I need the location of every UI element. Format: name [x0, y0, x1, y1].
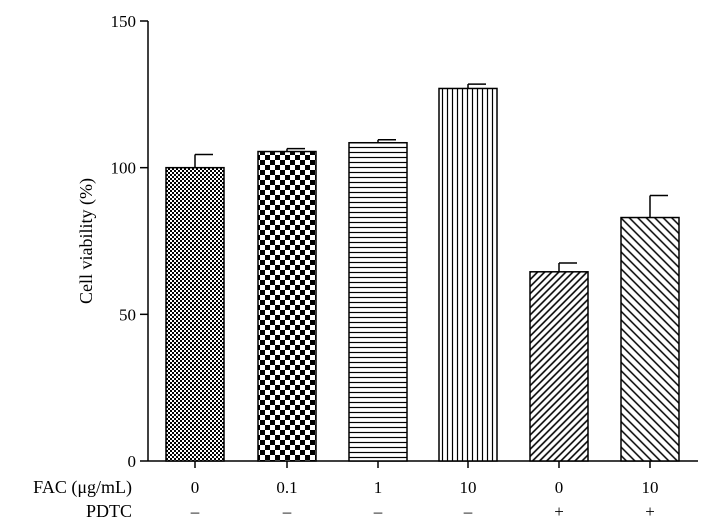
y-tick-label: 0	[128, 452, 137, 471]
pdtc-value: –	[282, 502, 292, 521]
x-tick-label: 0	[191, 478, 200, 497]
fac-row-label: FAC (μg/mL)	[33, 477, 132, 498]
x-tick-label: 10	[460, 478, 477, 497]
bar	[348, 141, 408, 462]
bar	[165, 166, 225, 462]
x-tick-label: 0	[555, 478, 564, 497]
pdtc-value: –	[463, 502, 473, 521]
pdtc-row-label: PDTC	[86, 501, 132, 521]
x-tick-label: 10	[642, 478, 659, 497]
y-tick-label: 50	[119, 305, 136, 324]
bar	[438, 87, 498, 462]
labels: 0 – 0.1 – 1 – 10 – 0 +10 +	[190, 478, 659, 521]
pdtc-value: –	[190, 502, 200, 521]
bar	[620, 216, 680, 462]
axes: 0 50 100 150	[111, 12, 698, 471]
y-tick-label: 150	[111, 12, 137, 31]
pdtc-value: –	[373, 502, 383, 521]
y-axis-label: Cell viability (%)	[76, 178, 97, 304]
bars	[165, 83, 680, 462]
pdtc-value: +	[645, 502, 655, 521]
bar	[529, 271, 589, 462]
x-tick-label: 0.1	[276, 478, 297, 497]
bar	[257, 150, 317, 462]
pdtc-value: +	[554, 502, 564, 521]
x-tick-label: 1	[374, 478, 383, 497]
y-tick-label: 100	[111, 159, 137, 178]
